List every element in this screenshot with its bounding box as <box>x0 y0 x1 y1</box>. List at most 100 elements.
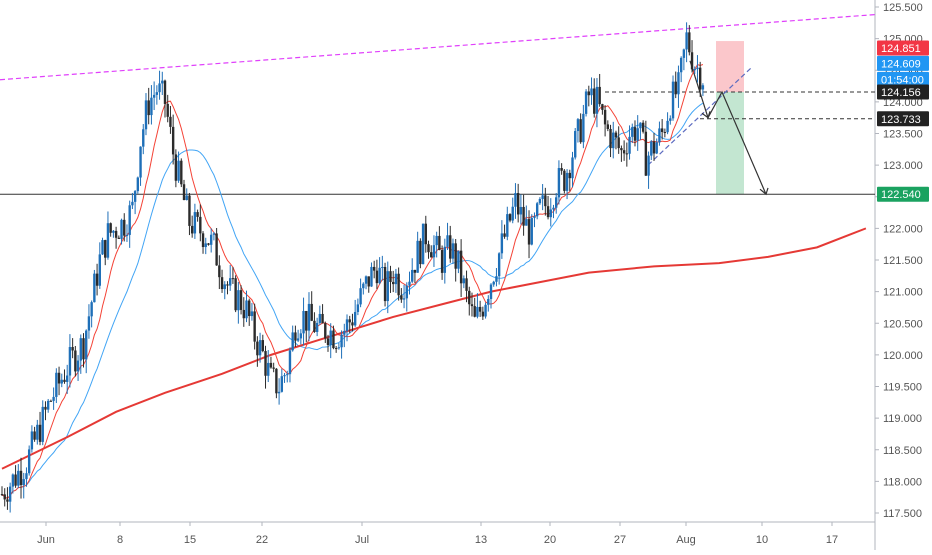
candle-body <box>435 235 438 246</box>
candle-body <box>250 311 254 317</box>
candle-body <box>674 81 677 95</box>
candle-body <box>533 216 536 218</box>
y-tick-label: 121.500 <box>883 255 923 267</box>
candle-body <box>484 304 487 317</box>
candle-body <box>560 168 563 171</box>
candle-body <box>177 160 180 181</box>
candle-body <box>481 311 485 317</box>
candle-body <box>63 379 66 382</box>
candle-body <box>633 127 637 141</box>
ma-red-thin <box>1 64 704 500</box>
candle-body <box>470 304 474 307</box>
candle-body <box>201 233 205 248</box>
candle-body <box>114 230 118 238</box>
candle-body <box>33 431 36 440</box>
candle-body <box>538 198 542 204</box>
candle-body <box>421 223 425 265</box>
candle-body <box>473 306 476 317</box>
candle-body <box>400 295 403 300</box>
candle-body <box>182 184 186 201</box>
candle-body <box>402 298 406 300</box>
candle-body <box>326 338 330 345</box>
candle-body <box>245 300 248 319</box>
candle-body <box>465 278 468 291</box>
x-tick-label: Jul <box>355 534 369 546</box>
candle-body <box>679 57 683 73</box>
candle-body <box>275 368 278 394</box>
x-tick-label: 8 <box>117 534 123 546</box>
candle-body <box>185 195 188 201</box>
candle-body <box>215 233 218 266</box>
candle-body <box>603 109 607 125</box>
candle-body <box>6 499 9 502</box>
candle-body <box>631 127 634 137</box>
candle-body <box>123 219 126 236</box>
candle-body <box>310 303 313 321</box>
candle-body <box>595 86 599 114</box>
candle-body <box>568 172 571 179</box>
candle-body <box>557 168 561 198</box>
price-label-bg <box>877 40 929 56</box>
x-tick-label: 20 <box>544 534 556 546</box>
candle-body <box>82 338 85 360</box>
candle-body <box>44 406 47 410</box>
candle-body <box>98 254 101 286</box>
candle-body <box>139 146 142 178</box>
candle-body <box>253 311 256 342</box>
candle-body <box>155 92 159 95</box>
y-tick-label: 118.500 <box>883 445 922 457</box>
candle-body <box>614 132 618 138</box>
candle-body <box>128 205 131 235</box>
candle-body <box>30 431 34 450</box>
candle-body <box>117 237 121 239</box>
candle-body <box>220 277 224 290</box>
candle-body <box>427 244 430 253</box>
candle-body <box>372 266 376 271</box>
candle-body <box>180 160 183 185</box>
candle-body <box>204 243 207 248</box>
candle-body <box>650 141 653 156</box>
candle-body <box>11 474 15 487</box>
candle-body <box>386 271 389 302</box>
candle-body <box>212 233 216 235</box>
candle-body <box>514 193 517 207</box>
candle-body <box>193 212 197 234</box>
candle-body <box>413 269 417 273</box>
candle-body <box>693 69 696 71</box>
candle-body <box>109 223 112 233</box>
y-tick-label: 120.000 <box>883 350 923 362</box>
candle-body <box>587 91 590 96</box>
candle-body <box>549 209 552 218</box>
candle-body <box>166 103 169 117</box>
candle-body <box>74 350 77 372</box>
x-tick-label: 15 <box>184 534 196 546</box>
candle-body <box>87 316 91 331</box>
candle-body <box>555 197 558 208</box>
candle-body <box>438 235 441 251</box>
candle-body <box>682 49 686 58</box>
candle-body <box>617 137 620 149</box>
candle-body <box>530 217 533 245</box>
candle-body <box>383 266 387 302</box>
candle-body <box>565 172 569 191</box>
candle-body <box>57 372 61 384</box>
candle-body <box>389 271 392 282</box>
candle-body <box>237 290 240 311</box>
candle-body <box>593 88 596 114</box>
candle-body <box>449 235 452 259</box>
candle-body <box>487 298 490 305</box>
candle-body <box>267 362 270 376</box>
y-tick-label: 119.500 <box>883 382 922 394</box>
x-tick-label: 22 <box>256 534 268 546</box>
candle-body <box>500 233 504 254</box>
candle-body <box>307 303 311 331</box>
trade-zone <box>716 41 744 195</box>
candle-body <box>457 250 460 269</box>
candle-body <box>525 219 528 226</box>
candle-body <box>462 278 466 284</box>
price-label-text: 124.851 <box>881 43 921 55</box>
candle-body <box>234 278 237 311</box>
